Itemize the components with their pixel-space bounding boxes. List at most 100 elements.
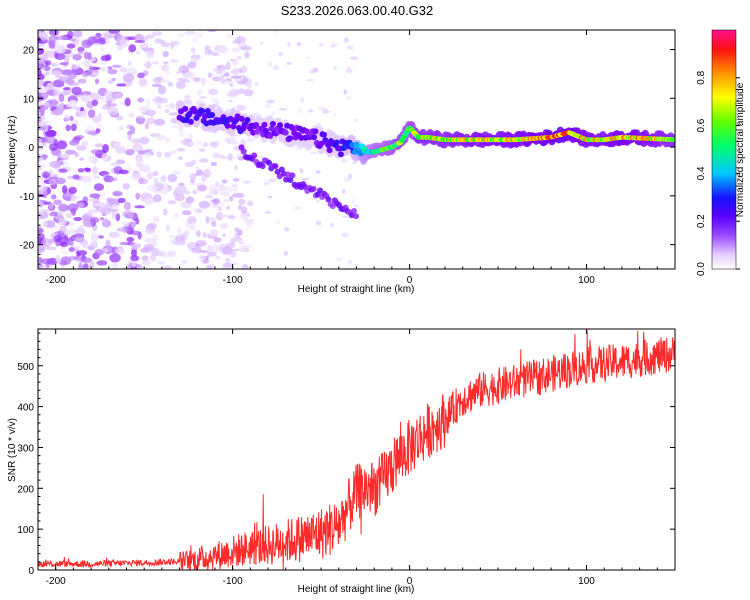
spectrogram-x-tick-label: 0 [407,275,413,286]
heatmap-noise-cell [141,47,154,51]
spectrogram-y-tick-label: -10 [20,192,35,203]
heatmap-noise-cell [144,152,152,159]
heatmap-noise-cell [97,37,106,42]
heatmap-branch-cell [287,176,294,183]
heatmap-noise-cell [115,247,125,256]
heatmap-noise-cell [300,97,305,103]
heatmap-noise-cell [215,211,224,221]
heatmap-noise-cell [264,103,272,109]
heatmap-noise-cell [38,120,47,127]
snr-y-tick-label: 100 [17,525,34,536]
heatmap-noise-cell [113,141,122,148]
heatmap-noise-cell [90,71,100,76]
heatmap-noise-cell [246,213,251,217]
heatmap-noise-cell [284,227,290,232]
heatmap-noise-cell [53,235,62,243]
heatmap-noise-cell [101,152,109,161]
heatmap-noise-cell [97,235,105,239]
heatmap-ridge-core [320,131,327,138]
heatmap-noise-cell [68,186,77,194]
heatmap-noise-cell [221,266,230,269]
heatmap-noise-cell [72,174,80,180]
heatmap-noise-cell [38,78,44,88]
colorbar-gradient [712,30,736,269]
heatmap-noise-cell [107,103,118,107]
heatmap-noise-cell [163,208,168,216]
heatmap-noise-cell [184,30,197,36]
spectrogram-y-tick-label: 10 [23,94,35,105]
heatmap-noise-cell [234,89,247,95]
heatmap-noise-cell [48,40,56,49]
heatmap-noise-cell [66,30,74,39]
heatmap-noise-cell [329,222,334,228]
heatmap-noise-cell [153,177,159,184]
heatmap-branch-cell [329,203,336,210]
heatmap-noise-cell [72,53,82,61]
heatmap-noise-cell [330,44,336,48]
heatmap-ridge-core [298,134,305,141]
heatmap-ridge-core [269,120,276,127]
heatmap-noise-cell [242,180,252,184]
heatmap-noise-cell [72,106,82,110]
heatmap-noise-cell [93,183,105,191]
heatmap-noise-cell [170,59,178,63]
heatmap-noise-cell [198,249,209,253]
heatmap-ridge-core [230,123,237,130]
heatmap-noise-cell [38,244,45,248]
heatmap-ridge-core [244,117,251,124]
heatmap-noise-cell [240,65,248,74]
heatmap-noise-cell [116,115,124,121]
heatmap-noise-cell [100,47,105,52]
heatmap-noise-cell [60,256,72,266]
heatmap-noise-cell [38,56,45,64]
heatmap-noise-cell [333,65,337,71]
heatmap-noise-cell [202,232,208,238]
colorbar: 0.0 0.2 0.4 0.6 0.8 Normalized spectral ampl… [696,29,746,276]
heatmap-noise-cell [65,124,71,132]
heatmap-noise-cell [54,40,60,50]
heatmap-noise-cell [354,118,359,123]
heatmap-noise-cell [231,47,241,52]
heatmap-noise-cell [192,189,198,195]
heatmap-noise-cell [278,108,288,111]
heatmap-noise-cell [41,171,51,179]
heatmap-noise-cell [149,253,157,262]
heatmap-ridge-core [318,140,325,147]
heatmap-noise-cell [234,192,245,199]
heatmap-noise-cell [93,202,102,207]
heatmap-noise-cell [100,55,111,62]
heatmap-noise-cell [122,73,135,83]
heatmap-ridge-core [311,134,318,141]
heatmap-noise-cell [209,142,219,148]
heatmap-noise-cell [287,42,291,48]
heatmap-noise-cell [341,215,351,218]
heatmap-ridge-core [261,121,268,128]
heatmap-noise-cell [257,155,264,159]
heatmap-noise-cell [333,112,337,116]
heatmap-noise-cell [108,231,120,238]
heatmap-noise-cell [207,233,211,239]
colorbar-frame [711,29,737,270]
heatmap-noise-cell [165,223,171,232]
heatmap-noise-cell [134,40,146,44]
heatmap-noise-cell [177,67,184,72]
heatmap-ridge-core [224,122,231,129]
heatmap-noise-cell [225,33,234,39]
heatmap-noise-cell [194,140,203,146]
heatmap-ridge-core [282,129,289,136]
heatmap-noise-cell [135,192,141,200]
heatmap-noise-cell [88,155,99,164]
heatmap-noise-cell [84,168,92,173]
heatmap-noise-cell [116,83,127,87]
spectrogram-y-tick-label: -20 [20,241,35,252]
heatmap-noise-cell [230,251,237,258]
heatmap-noise-cell [167,82,174,87]
heatmap-noise-cell [169,150,178,154]
spectrogram-x-axis-label: Height of straight line (km) [298,284,415,295]
heatmap-noise-cell [58,203,69,212]
heatmap-ridge-core [326,147,333,154]
colorbar-tick-label: 0.8 [696,70,707,84]
heatmap-noise-cell [88,65,94,74]
heatmap-noise-cell [78,262,83,269]
heatmap-noise-cell [126,236,135,243]
